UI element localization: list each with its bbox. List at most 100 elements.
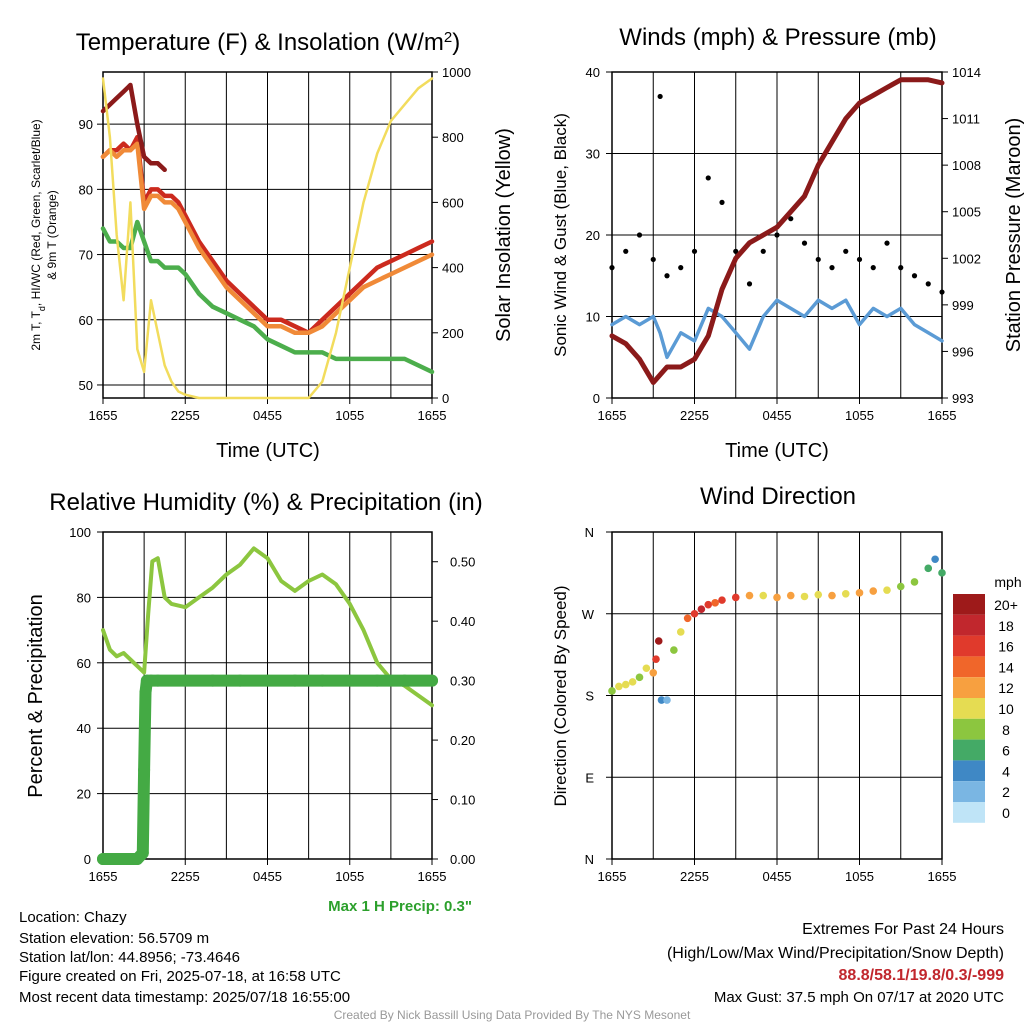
rh-series [101, 546, 434, 708]
legend-label: 20+ [994, 597, 1018, 613]
direction-point [690, 609, 699, 618]
direction-point [676, 628, 685, 636]
gust-point [609, 265, 615, 271]
rh-xtick-label: 1055 [335, 869, 364, 884]
direction-point [896, 582, 905, 591]
direction-point [608, 687, 616, 695]
legend-swatch [953, 718, 985, 740]
legend-swatch [953, 802, 985, 823]
temp-xtick-label: 2255 [171, 408, 200, 423]
direction-point [855, 589, 864, 597]
wind-speed-series [610, 298, 944, 360]
temp-rtick-label: 200 [442, 326, 464, 341]
gust-point [898, 265, 904, 271]
temp-series-dewpoint [100, 219, 435, 375]
precip-point [138, 763, 151, 776]
legend-swatch [953, 656, 985, 678]
rh-xtick-label: 2255 [171, 869, 200, 884]
rh-ytick-label: 40 [77, 721, 91, 736]
gust-point [843, 248, 849, 254]
gust-point [657, 93, 663, 100]
gust-point [801, 240, 808, 246]
wind-rtick-label: 999 [952, 298, 974, 313]
precip-point [206, 674, 219, 687]
gust-point [829, 265, 835, 271]
wind-ytick-label: 10 [586, 310, 600, 325]
wind-xtick-label: 1655 [598, 408, 627, 423]
gust-point [760, 248, 766, 254]
direction-point [711, 599, 719, 607]
rh-ytick-label: 20 [77, 787, 91, 802]
extremes-subtitle: (High/Low/Max Wind/Precipitation/Snow De… [667, 945, 1004, 962]
direction-point [800, 592, 809, 601]
temp-rtick-label: 400 [442, 261, 464, 276]
temp-rtick-label: 800 [442, 130, 464, 145]
direction-point [615, 682, 623, 691]
gust-point [664, 273, 670, 279]
rh-xtick-label: 1655 [89, 869, 118, 884]
wind-xtick-label: 0455 [763, 408, 792, 423]
gust-point [691, 248, 698, 254]
rh-rtick-label: 0.50 [450, 555, 475, 570]
wind-rtick-label: 993 [952, 391, 974, 406]
dir-xtick-label: 2255 [680, 869, 709, 884]
legend-label: 10 [998, 701, 1014, 717]
temp-ytick-label: 70 [79, 248, 93, 263]
wind-plot-area: 1655 2255 0455 1055 1655 0 10 20 30 40 993 996 999 10… [586, 65, 981, 423]
rh-rtick-label: 0.00 [450, 852, 475, 867]
direction-point [786, 591, 795, 600]
temp-xtick-label: 1055 [335, 408, 364, 423]
rh-xtick-label: 1655 [418, 869, 447, 884]
direction-point [683, 614, 692, 623]
direction-point [718, 596, 726, 604]
legend-swatch [953, 760, 985, 782]
rh-title: Relative Humidity (%) & Precipitation (i… [49, 489, 482, 516]
temp-ylabel-left: 2m T, Td, HI/WC (Red, Green, Scarlet/Blu… [29, 119, 47, 350]
legend-label: 6 [1002, 743, 1010, 759]
pressure-series [609, 77, 945, 385]
wind-rtick-label: 996 [952, 344, 974, 359]
dir-ytick-label: N [585, 525, 594, 540]
direction-point [759, 591, 768, 600]
legend-swatch [953, 698, 985, 719]
precip-point [151, 674, 164, 687]
dir-ytick-label: S [585, 689, 594, 704]
wind-rtick-label: 1005 [952, 205, 981, 220]
precip-point [343, 674, 356, 687]
dir-xtick-label: 1655 [598, 869, 627, 884]
gust-point [788, 216, 794, 222]
gust-point [705, 175, 711, 181]
direction-point [628, 678, 637, 686]
info-created: Figure created on Fri, 2025-07-18, at 16… [19, 968, 341, 985]
direction-point [621, 680, 630, 689]
direction-point [869, 587, 878, 595]
dir-xtick-label: 1655 [928, 869, 957, 884]
precip-point [371, 674, 384, 687]
wind-xtick-label: 1655 [928, 408, 957, 423]
direction-point [910, 578, 919, 586]
direction-point [654, 637, 663, 645]
precip-point [261, 674, 274, 687]
credit-line: Created By Nick Bassill Using Data Provi… [334, 1008, 691, 1022]
gust-point [623, 248, 629, 254]
dir-ytick-label: W [582, 607, 595, 622]
direction-point [814, 590, 823, 599]
gust-point [636, 232, 643, 238]
legend-label: 12 [998, 680, 1014, 696]
temp-series-max [100, 82, 167, 173]
temp-xlabel: Time (UTC) [216, 440, 320, 462]
wind-rtick-label: 1011 [952, 112, 980, 127]
temp-ytick-label: 50 [79, 378, 93, 393]
direction-point [642, 664, 651, 673]
temp-series-9m [100, 141, 435, 336]
legend-swatch [953, 635, 985, 657]
extremes-values: 88.8/58.1/19.8/0.3/-999 [839, 967, 1005, 984]
legend-swatch [953, 594, 985, 615]
precip-point [179, 674, 192, 687]
rh-rtick-label: 0.20 [450, 733, 475, 748]
wind-xlabel: Time (UTC) [725, 440, 829, 462]
wind-rtick-label: 1014 [952, 65, 981, 80]
direction-point [828, 591, 836, 600]
gust-point [939, 289, 945, 295]
